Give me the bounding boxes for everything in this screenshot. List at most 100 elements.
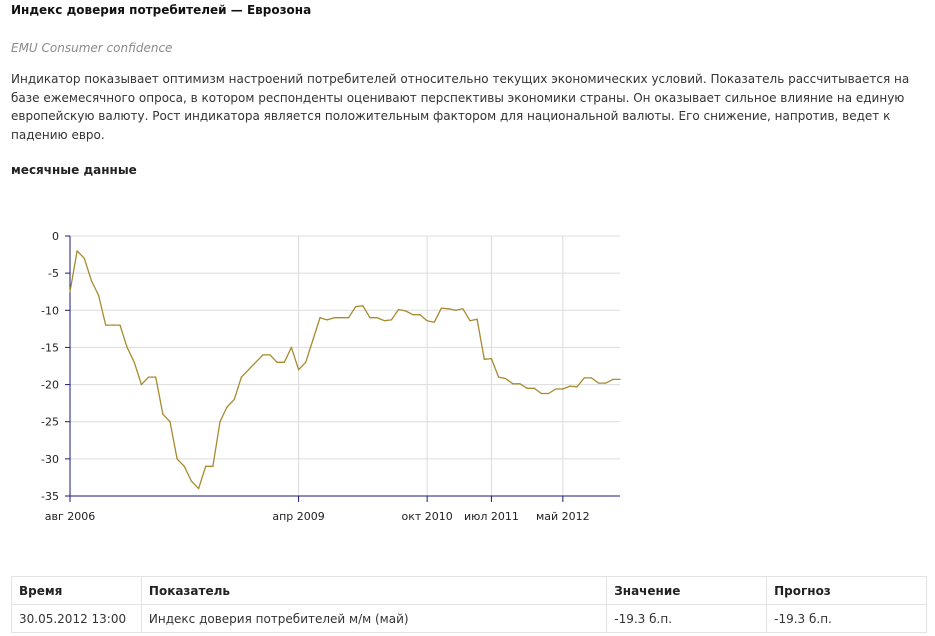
data-point — [248, 369, 250, 371]
data-point — [176, 458, 178, 460]
data-point — [340, 317, 342, 319]
y-tick-label: 0 — [52, 230, 59, 243]
data-point — [362, 305, 364, 307]
section-title: месячные данные — [11, 163, 137, 177]
data-point — [562, 388, 564, 390]
data-point — [255, 361, 257, 363]
data-point — [183, 465, 185, 467]
x-tick-label: авг 2006 — [45, 510, 96, 523]
column-header-indicator: Показатель — [140, 576, 608, 605]
data-point — [398, 308, 400, 311]
column-header-time: Время — [11, 576, 142, 605]
data-point — [126, 346, 128, 348]
data-point — [148, 376, 150, 378]
data-point — [262, 354, 264, 356]
data-point — [505, 378, 507, 380]
data-point — [590, 377, 593, 379]
data-point — [519, 383, 521, 385]
y-tick-label: -20 — [41, 379, 59, 392]
data-point — [512, 383, 514, 385]
data-point — [483, 358, 485, 360]
series-line — [69, 250, 620, 490]
data-point — [283, 361, 285, 363]
column-header-forecast: Прогноз — [766, 576, 927, 605]
data-point — [433, 321, 435, 323]
indicator-description: Индикатор показывает оптимизм настроений… — [11, 72, 910, 142]
data-point — [83, 257, 85, 259]
data-point — [233, 398, 235, 400]
line-chart: 0 -5 -10 -15 -20 -25 -30 -35 авг 2006 апр 2009 окт… — [41, 230, 621, 523]
data-point — [240, 376, 242, 378]
data-point — [205, 465, 207, 467]
data-point — [212, 465, 214, 467]
data-point — [583, 377, 585, 379]
data-point — [383, 320, 385, 322]
column-header-value: Значение — [606, 576, 768, 605]
y-tick-label: -15 — [41, 341, 59, 354]
data-point — [276, 361, 278, 363]
y-tick-label: -30 — [41, 453, 59, 466]
data-point — [526, 387, 528, 389]
data-point — [162, 413, 164, 415]
page-subtitle: EMU Consumer confidence — [11, 41, 173, 55]
data-point — [312, 339, 314, 341]
data-point — [119, 324, 121, 326]
data-point — [140, 384, 142, 386]
data-point — [348, 317, 350, 319]
data-point — [98, 294, 100, 296]
data-point — [333, 317, 335, 319]
data-point — [612, 378, 614, 380]
data-point — [326, 319, 328, 321]
data-point — [369, 317, 371, 319]
data-point — [290, 346, 292, 348]
data-point — [169, 421, 171, 423]
data-point — [319, 317, 321, 319]
data-table: Время Показатель Значение Прогноз 30.05.… — [11, 576, 927, 633]
data-point — [198, 488, 200, 490]
data-point — [390, 319, 392, 321]
data-point — [112, 324, 114, 326]
data-point — [540, 392, 543, 395]
cell-value: -19.3 б.п. — [606, 604, 768, 633]
data-point — [555, 388, 557, 390]
cell-forecast: -19.3 б.п. — [766, 604, 927, 633]
data-point — [533, 387, 535, 389]
data-point — [76, 250, 78, 252]
data-point — [498, 376, 500, 378]
data-point — [426, 320, 428, 322]
x-tick-label: май 2012 — [536, 510, 590, 523]
page-title: Индекс доверия потребителей — Еврозона — [11, 3, 312, 17]
cell-time: 30.05.2012 13:00 — [11, 604, 142, 633]
x-tick-label: июл 2011 — [464, 510, 519, 523]
data-point — [405, 310, 407, 312]
data-point — [476, 318, 478, 320]
data-point — [469, 320, 471, 322]
data-point — [155, 376, 157, 378]
data-point — [576, 386, 578, 388]
data-point — [190, 480, 192, 482]
data-point — [490, 358, 492, 360]
cell-indicator: Индекс доверия потребителей м/м (май) — [140, 604, 608, 633]
x-tick-label: апр 2009 — [272, 510, 324, 523]
data-point — [419, 314, 421, 316]
data-point — [226, 406, 228, 408]
y-tick-label: -25 — [41, 416, 59, 429]
data-point — [548, 392, 550, 395]
data-point — [440, 307, 442, 309]
data-point — [133, 361, 135, 363]
data-point — [376, 317, 378, 319]
data-point — [298, 369, 300, 371]
data-point — [598, 382, 600, 384]
data-point — [219, 421, 221, 423]
data-point — [105, 324, 107, 326]
table-row: 30.05.2012 13:00 Индекс доверия потребит… — [11, 604, 927, 633]
data-point — [569, 385, 571, 387]
data-point — [605, 382, 607, 384]
data-point — [269, 354, 271, 356]
data-point — [305, 361, 307, 363]
data-point — [355, 306, 357, 308]
y-tick-label: -10 — [41, 304, 59, 317]
data-point — [90, 280, 92, 282]
x-tick-label: окт 2010 — [402, 510, 453, 523]
table-header-row: Время Показатель Значение Прогноз — [11, 576, 927, 605]
